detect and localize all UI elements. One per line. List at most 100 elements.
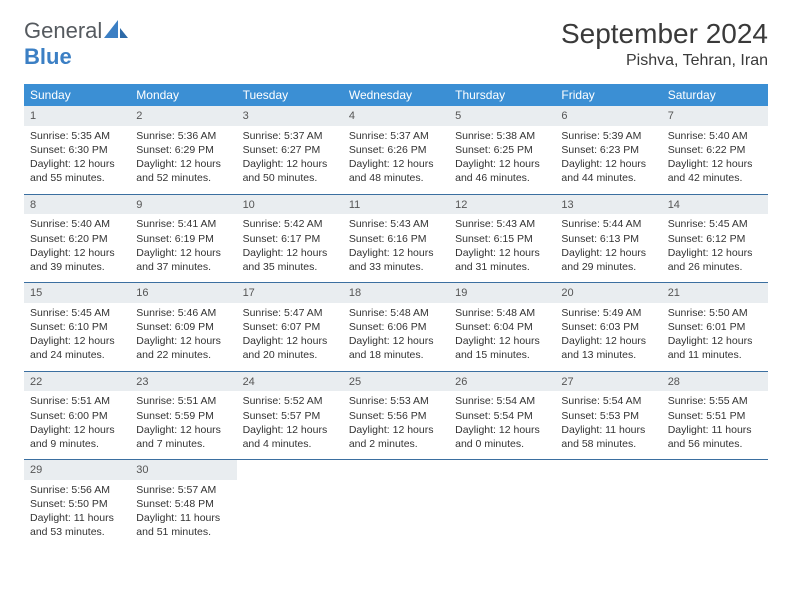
calendar-cell: 30Sunrise: 5:57 AMSunset: 5:48 PMDayligh… bbox=[130, 460, 236, 548]
day-details: Sunrise: 5:44 AMSunset: 6:13 PMDaylight:… bbox=[555, 214, 661, 282]
day-details: Sunrise: 5:35 AMSunset: 6:30 PMDaylight:… bbox=[24, 126, 130, 194]
day-number: 5 bbox=[449, 106, 555, 126]
calendar-cell bbox=[449, 460, 555, 548]
day-details: Sunrise: 5:51 AMSunset: 6:00 PMDaylight:… bbox=[24, 391, 130, 459]
day-number: 11 bbox=[343, 195, 449, 215]
day-number: 12 bbox=[449, 195, 555, 215]
day-details: Sunrise: 5:40 AMSunset: 6:20 PMDaylight:… bbox=[24, 214, 130, 282]
calendar-week: 8Sunrise: 5:40 AMSunset: 6:20 PMDaylight… bbox=[24, 194, 768, 283]
calendar-cell: 16Sunrise: 5:46 AMSunset: 6:09 PMDayligh… bbox=[130, 283, 236, 372]
calendar-cell: 28Sunrise: 5:55 AMSunset: 5:51 PMDayligh… bbox=[662, 371, 768, 460]
day-header: Friday bbox=[555, 84, 661, 106]
calendar-cell bbox=[555, 460, 661, 548]
day-details: Sunrise: 5:41 AMSunset: 6:19 PMDaylight:… bbox=[130, 214, 236, 282]
calendar-cell: 19Sunrise: 5:48 AMSunset: 6:04 PMDayligh… bbox=[449, 283, 555, 372]
day-number: 15 bbox=[24, 283, 130, 303]
day-details: Sunrise: 5:54 AMSunset: 5:54 PMDaylight:… bbox=[449, 391, 555, 459]
calendar-cell: 26Sunrise: 5:54 AMSunset: 5:54 PMDayligh… bbox=[449, 371, 555, 460]
day-number: 8 bbox=[24, 195, 130, 215]
calendar-cell: 21Sunrise: 5:50 AMSunset: 6:01 PMDayligh… bbox=[662, 283, 768, 372]
calendar-cell: 18Sunrise: 5:48 AMSunset: 6:06 PMDayligh… bbox=[343, 283, 449, 372]
day-details: Sunrise: 5:53 AMSunset: 5:56 PMDaylight:… bbox=[343, 391, 449, 459]
logo-sail-icon bbox=[104, 20, 128, 38]
calendar-cell: 6Sunrise: 5:39 AMSunset: 6:23 PMDaylight… bbox=[555, 106, 661, 194]
day-number: 14 bbox=[662, 195, 768, 215]
calendar-cell: 14Sunrise: 5:45 AMSunset: 6:12 PMDayligh… bbox=[662, 194, 768, 283]
calendar-cell: 10Sunrise: 5:42 AMSunset: 6:17 PMDayligh… bbox=[237, 194, 343, 283]
day-details: Sunrise: 5:47 AMSunset: 6:07 PMDaylight:… bbox=[237, 303, 343, 371]
calendar-week: 1Sunrise: 5:35 AMSunset: 6:30 PMDaylight… bbox=[24, 106, 768, 194]
day-number: 18 bbox=[343, 283, 449, 303]
day-number: 20 bbox=[555, 283, 661, 303]
calendar-cell: 9Sunrise: 5:41 AMSunset: 6:19 PMDaylight… bbox=[130, 194, 236, 283]
day-details: Sunrise: 5:43 AMSunset: 6:15 PMDaylight:… bbox=[449, 214, 555, 282]
day-header: Thursday bbox=[449, 84, 555, 106]
day-header: Sunday bbox=[24, 84, 130, 106]
calendar-cell: 2Sunrise: 5:36 AMSunset: 6:29 PMDaylight… bbox=[130, 106, 236, 194]
day-details: Sunrise: 5:48 AMSunset: 6:04 PMDaylight:… bbox=[449, 303, 555, 371]
day-details: Sunrise: 5:55 AMSunset: 5:51 PMDaylight:… bbox=[662, 391, 768, 459]
calendar-cell: 24Sunrise: 5:52 AMSunset: 5:57 PMDayligh… bbox=[237, 371, 343, 460]
day-number: 9 bbox=[130, 195, 236, 215]
day-details: Sunrise: 5:52 AMSunset: 5:57 PMDaylight:… bbox=[237, 391, 343, 459]
day-header: Wednesday bbox=[343, 84, 449, 106]
calendar-cell: 29Sunrise: 5:56 AMSunset: 5:50 PMDayligh… bbox=[24, 460, 130, 548]
day-number: 2 bbox=[130, 106, 236, 126]
day-details: Sunrise: 5:37 AMSunset: 6:27 PMDaylight:… bbox=[237, 126, 343, 194]
day-number: 21 bbox=[662, 283, 768, 303]
day-details: Sunrise: 5:51 AMSunset: 5:59 PMDaylight:… bbox=[130, 391, 236, 459]
day-number: 25 bbox=[343, 372, 449, 392]
logo: General Blue bbox=[24, 18, 128, 70]
day-details: Sunrise: 5:49 AMSunset: 6:03 PMDaylight:… bbox=[555, 303, 661, 371]
day-details: Sunrise: 5:57 AMSunset: 5:48 PMDaylight:… bbox=[130, 480, 236, 548]
calendar-cell: 4Sunrise: 5:37 AMSunset: 6:26 PMDaylight… bbox=[343, 106, 449, 194]
logo-text-blue: Blue bbox=[24, 44, 72, 69]
day-number: 17 bbox=[237, 283, 343, 303]
day-number: 24 bbox=[237, 372, 343, 392]
calendar-cell: 17Sunrise: 5:47 AMSunset: 6:07 PMDayligh… bbox=[237, 283, 343, 372]
calendar-cell: 1Sunrise: 5:35 AMSunset: 6:30 PMDaylight… bbox=[24, 106, 130, 194]
calendar-cell: 12Sunrise: 5:43 AMSunset: 6:15 PMDayligh… bbox=[449, 194, 555, 283]
day-number: 3 bbox=[237, 106, 343, 126]
day-header: Tuesday bbox=[237, 84, 343, 106]
day-number: 23 bbox=[130, 372, 236, 392]
day-details: Sunrise: 5:43 AMSunset: 6:16 PMDaylight:… bbox=[343, 214, 449, 282]
month-title: September 2024 bbox=[561, 18, 768, 50]
day-number: 29 bbox=[24, 460, 130, 480]
day-details: Sunrise: 5:50 AMSunset: 6:01 PMDaylight:… bbox=[662, 303, 768, 371]
location-text: Pishva, Tehran, Iran bbox=[561, 52, 768, 70]
calendar-cell: 22Sunrise: 5:51 AMSunset: 6:00 PMDayligh… bbox=[24, 371, 130, 460]
day-number: 13 bbox=[555, 195, 661, 215]
day-number: 26 bbox=[449, 372, 555, 392]
calendar-cell: 11Sunrise: 5:43 AMSunset: 6:16 PMDayligh… bbox=[343, 194, 449, 283]
day-number: 10 bbox=[237, 195, 343, 215]
day-details: Sunrise: 5:45 AMSunset: 6:10 PMDaylight:… bbox=[24, 303, 130, 371]
day-header: Saturday bbox=[662, 84, 768, 106]
day-number: 19 bbox=[449, 283, 555, 303]
calendar-cell: 25Sunrise: 5:53 AMSunset: 5:56 PMDayligh… bbox=[343, 371, 449, 460]
calendar-cell bbox=[662, 460, 768, 548]
logo-text-gray: General bbox=[24, 18, 102, 43]
day-details: Sunrise: 5:42 AMSunset: 6:17 PMDaylight:… bbox=[237, 214, 343, 282]
day-details: Sunrise: 5:36 AMSunset: 6:29 PMDaylight:… bbox=[130, 126, 236, 194]
calendar-cell bbox=[343, 460, 449, 548]
day-number: 22 bbox=[24, 372, 130, 392]
calendar-cell: 5Sunrise: 5:38 AMSunset: 6:25 PMDaylight… bbox=[449, 106, 555, 194]
calendar-cell: 15Sunrise: 5:45 AMSunset: 6:10 PMDayligh… bbox=[24, 283, 130, 372]
day-details: Sunrise: 5:45 AMSunset: 6:12 PMDaylight:… bbox=[662, 214, 768, 282]
day-number: 1 bbox=[24, 106, 130, 126]
day-number: 7 bbox=[662, 106, 768, 126]
calendar-cell: 3Sunrise: 5:37 AMSunset: 6:27 PMDaylight… bbox=[237, 106, 343, 194]
day-details: Sunrise: 5:54 AMSunset: 5:53 PMDaylight:… bbox=[555, 391, 661, 459]
day-number: 16 bbox=[130, 283, 236, 303]
title-block: September 2024 Pishva, Tehran, Iran bbox=[561, 18, 768, 70]
day-details: Sunrise: 5:48 AMSunset: 6:06 PMDaylight:… bbox=[343, 303, 449, 371]
day-details: Sunrise: 5:38 AMSunset: 6:25 PMDaylight:… bbox=[449, 126, 555, 194]
calendar-table: SundayMondayTuesdayWednesdayThursdayFrid… bbox=[24, 84, 768, 548]
day-number: 28 bbox=[662, 372, 768, 392]
day-details: Sunrise: 5:37 AMSunset: 6:26 PMDaylight:… bbox=[343, 126, 449, 194]
calendar-cell: 8Sunrise: 5:40 AMSunset: 6:20 PMDaylight… bbox=[24, 194, 130, 283]
day-number: 27 bbox=[555, 372, 661, 392]
day-number: 30 bbox=[130, 460, 236, 480]
calendar-cell bbox=[237, 460, 343, 548]
